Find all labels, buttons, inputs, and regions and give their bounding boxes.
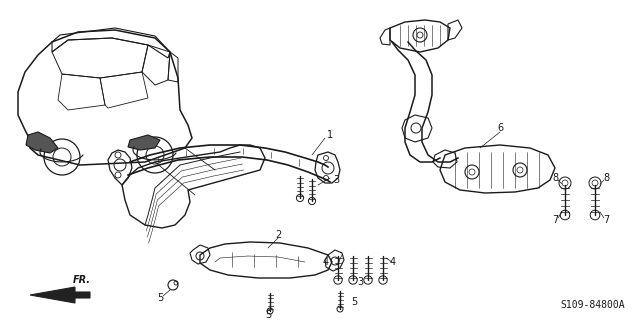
Text: FR.: FR. — [73, 275, 91, 285]
Text: 3: 3 — [333, 175, 339, 185]
Polygon shape — [128, 135, 160, 150]
Text: 3: 3 — [357, 277, 363, 287]
Text: 4: 4 — [323, 257, 329, 267]
Text: 2: 2 — [275, 230, 281, 240]
Text: 5: 5 — [157, 293, 163, 303]
Text: 6: 6 — [497, 123, 503, 133]
Text: 5: 5 — [351, 297, 357, 307]
Text: 7: 7 — [552, 215, 558, 225]
Polygon shape — [30, 287, 90, 303]
Polygon shape — [26, 132, 58, 153]
Text: 5: 5 — [265, 310, 271, 320]
Text: S109-84800A: S109-84800A — [560, 300, 624, 310]
Text: 8: 8 — [603, 173, 609, 183]
Text: 7: 7 — [603, 215, 609, 225]
Text: 1: 1 — [327, 130, 333, 140]
Text: 4: 4 — [390, 257, 396, 267]
Text: 8: 8 — [552, 173, 558, 183]
